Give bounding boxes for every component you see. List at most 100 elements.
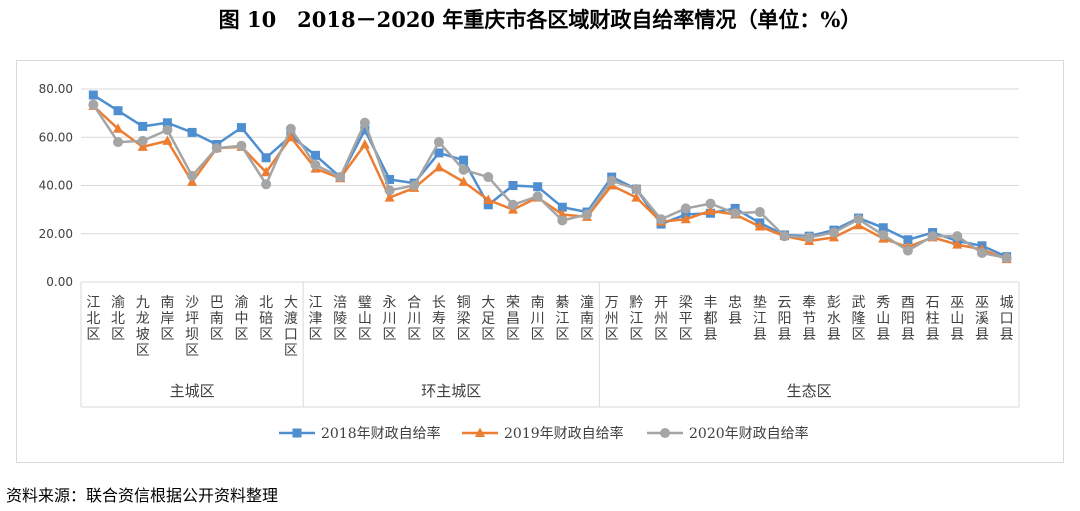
x-tick-label: 奉节县 (802, 295, 816, 343)
legend-label: 2019年财政自给率 (504, 425, 624, 442)
x-tick-label: 璧山区 (358, 294, 372, 343)
data-point (292, 428, 302, 438)
data-point (285, 131, 296, 142)
data-point (828, 227, 839, 238)
x-tick-label: 南川区 (531, 295, 545, 343)
data-point (459, 155, 469, 165)
data-point (680, 203, 691, 214)
x-tick-label: 大渡口区 (284, 295, 298, 359)
x-tick-label: 开州区 (654, 295, 668, 343)
x-tick-label: 南岸区 (160, 295, 174, 343)
data-point (359, 138, 370, 149)
data-point (705, 198, 716, 209)
data-point (311, 150, 320, 160)
data-point (187, 176, 198, 186)
x-tick-label: 渝北区 (111, 295, 125, 343)
data-point (458, 164, 469, 175)
x-tick-label: 大足区 (481, 295, 495, 343)
data-point (434, 148, 444, 158)
data-point (853, 214, 864, 225)
data-point (261, 179, 272, 190)
data-point (88, 99, 99, 110)
y-tick-label: 20.00 (39, 227, 73, 241)
data-point (532, 191, 543, 202)
data-point (853, 219, 864, 230)
data-point (754, 207, 765, 218)
data-point (927, 231, 938, 242)
data-point (878, 229, 889, 240)
series-line (92, 103, 1007, 260)
data-point (533, 182, 543, 192)
y-tick-label: 60.00 (39, 130, 73, 144)
source-note: 资料来源：联合资信根据公开资料整理 (6, 486, 279, 505)
data-point (261, 166, 272, 177)
x-tick-label: 北碚区 (259, 295, 273, 343)
x-tick-label: 秀山县 (876, 295, 890, 343)
data-point (310, 159, 321, 170)
data-point (631, 192, 642, 202)
x-tick-label: 万州区 (605, 295, 619, 343)
data-point (359, 117, 370, 128)
data-point (557, 208, 568, 219)
y-tick-label: 0.00 (46, 275, 73, 289)
data-point (360, 125, 370, 135)
x-tick-label: 武隆区 (852, 295, 866, 343)
data-point (483, 172, 494, 183)
x-tick-label: 城口县 (1000, 295, 1014, 343)
data-point (113, 123, 124, 133)
line-chart: 0.00 20.00 40.00 60.00 80.00 江北区渝北区九龙坡区南岸区沙坪坝… (39, 82, 1020, 442)
x-tick-label: 合川区 (407, 295, 421, 343)
data-point (606, 175, 617, 186)
data-point (137, 135, 148, 146)
data-point (236, 140, 247, 151)
x-tick-label: 渝中区 (234, 295, 248, 343)
data-point (211, 143, 222, 154)
x-tick-label: 綦江区 (555, 295, 569, 343)
y-tick-label: 80.00 (39, 82, 73, 96)
x-tick-label: 潼南区 (580, 294, 594, 343)
data-point (902, 245, 913, 256)
data-point (409, 180, 420, 191)
data-point (507, 199, 518, 210)
data-point (162, 125, 173, 136)
x-tick-label: 沙坪坝区 (185, 295, 199, 359)
data-point (705, 205, 716, 215)
data-point (903, 235, 913, 245)
legend-label: 2020年财政自给率 (689, 425, 809, 442)
x-tick-label: 黔江区 (629, 295, 643, 343)
x-tick-label: 酉阳县 (901, 295, 915, 343)
x-tick-label: 梁平区 (679, 295, 693, 343)
x-tick-label: 巫溪县 (975, 295, 989, 343)
data-point (385, 174, 395, 184)
x-tick-label: 石柱县 (926, 295, 940, 343)
data-point (557, 202, 567, 212)
data-point (660, 428, 670, 438)
data-point (878, 223, 888, 233)
data-point (261, 153, 271, 163)
x-tick-label: 垫江县 (753, 295, 767, 343)
data-point (754, 221, 765, 231)
data-point (680, 213, 691, 224)
x-tick-label: 永川区 (383, 295, 397, 343)
data-point (656, 214, 667, 225)
x-tick-label: 荣昌区 (506, 295, 520, 343)
data-point (384, 185, 395, 196)
group-label: 环主城区 (421, 382, 481, 400)
data-point (952, 239, 963, 249)
x-tick-label: 江北区 (86, 295, 100, 343)
x-tick-label: 巫山县 (950, 295, 964, 343)
data-point (138, 121, 148, 131)
group-label: 主城区 (170, 382, 215, 400)
data-point (187, 127, 197, 137)
data-point (137, 141, 148, 151)
data-point (433, 161, 444, 172)
data-point (483, 194, 494, 204)
legend-label: 2018年财政自给率 (321, 425, 441, 442)
data-point (162, 135, 173, 145)
y-tick-label: 40.00 (39, 179, 73, 193)
data-point (335, 172, 346, 183)
data-point (557, 215, 568, 226)
data-point (433, 137, 444, 148)
data-point (88, 90, 98, 100)
data-point (187, 170, 198, 181)
